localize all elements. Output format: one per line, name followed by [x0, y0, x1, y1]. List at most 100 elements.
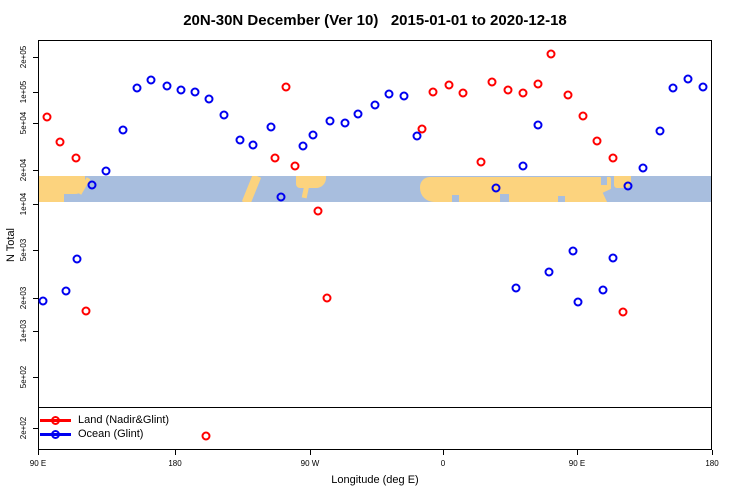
data-point	[511, 283, 521, 293]
data-point	[42, 112, 52, 122]
data-point	[458, 88, 468, 98]
data-point	[487, 77, 497, 87]
data-point	[563, 90, 573, 100]
data-point	[248, 140, 258, 150]
y-tick	[33, 250, 38, 251]
data-point	[476, 157, 486, 167]
land-shape	[38, 176, 85, 194]
data-point	[190, 87, 200, 97]
data-point	[417, 124, 427, 134]
data-point	[655, 126, 665, 136]
data-point	[340, 118, 350, 128]
legend-label-ocean: Ocean (Glint)	[78, 428, 144, 440]
data-point	[219, 110, 229, 120]
data-point	[353, 109, 363, 119]
data-point	[592, 136, 602, 146]
data-point	[608, 253, 618, 263]
x-tick	[443, 450, 444, 455]
data-point	[71, 153, 81, 163]
data-point	[201, 431, 211, 441]
x-tick-label: 0	[440, 459, 446, 468]
legend-label-land: Land (Nadir&Glint)	[78, 414, 170, 426]
data-point	[546, 49, 556, 59]
data-point	[281, 82, 291, 92]
data-point	[399, 91, 409, 101]
x-tick	[577, 450, 578, 455]
data-point	[276, 192, 286, 202]
x-tick-label: 180	[705, 459, 719, 468]
legend: Land (Nadir&Glint) Ocean (Glint)	[38, 412, 258, 448]
y-tick	[33, 298, 38, 299]
data-point	[162, 81, 172, 91]
y-tick	[33, 123, 38, 124]
y-tick	[33, 170, 38, 171]
data-point	[428, 87, 438, 97]
data-point	[412, 131, 422, 141]
data-point	[235, 135, 245, 145]
data-point	[668, 83, 678, 93]
y-tick	[33, 428, 38, 429]
ocean-notch	[558, 196, 565, 202]
data-point	[568, 246, 578, 256]
data-point	[503, 85, 513, 95]
data-point	[578, 111, 588, 121]
x-tick	[38, 450, 39, 455]
y-tick	[33, 92, 38, 93]
x-tick-label: 90 E	[29, 459, 47, 468]
data-point	[146, 75, 156, 85]
data-point	[81, 306, 91, 316]
data-point	[573, 297, 583, 307]
data-point	[370, 100, 380, 110]
legend-marker-ocean-icon	[51, 430, 60, 439]
data-point	[518, 88, 528, 98]
data-point	[308, 130, 318, 140]
data-point	[176, 85, 186, 95]
legend-marker-land-icon	[51, 416, 60, 425]
y-tick	[33, 57, 38, 58]
data-point	[384, 89, 394, 99]
x-tick	[175, 450, 176, 455]
ocean-notch	[452, 195, 459, 202]
data-point	[618, 307, 628, 317]
x-tick-label: 90 E	[568, 459, 586, 468]
x-tick-label: 180	[168, 459, 182, 468]
data-point	[533, 120, 543, 130]
ocean-notch	[601, 176, 607, 185]
data-point	[101, 166, 111, 176]
data-point	[270, 153, 280, 163]
data-point	[72, 254, 82, 264]
y-tick	[33, 204, 38, 205]
ocean-notch	[500, 194, 509, 202]
y-axis-label: N Total	[5, 227, 17, 263]
y-tick-label: 2e+02	[19, 416, 28, 440]
data-point	[608, 153, 618, 163]
data-point	[518, 161, 528, 171]
data-point	[698, 82, 708, 92]
data-point	[533, 79, 543, 89]
data-point	[313, 206, 323, 216]
data-point	[204, 94, 214, 104]
data-point	[298, 141, 308, 151]
data-point	[322, 293, 332, 303]
data-point	[638, 163, 648, 173]
data-point	[325, 116, 335, 126]
data-point	[683, 74, 693, 84]
y-tick	[33, 377, 38, 378]
y-tick	[33, 331, 38, 332]
x-tick	[712, 450, 713, 455]
x-tick	[310, 450, 311, 455]
data-point	[55, 137, 65, 147]
data-point	[266, 122, 276, 132]
data-point	[598, 285, 608, 295]
panel-divider	[38, 407, 712, 408]
data-point	[544, 267, 554, 277]
plot-box	[38, 40, 712, 450]
map-band	[38, 176, 712, 202]
data-point	[444, 80, 454, 90]
data-point	[118, 125, 128, 135]
x-tick-label: 90 W	[300, 459, 320, 468]
data-point	[87, 180, 97, 190]
data-point	[38, 296, 48, 306]
data-point	[491, 183, 501, 193]
